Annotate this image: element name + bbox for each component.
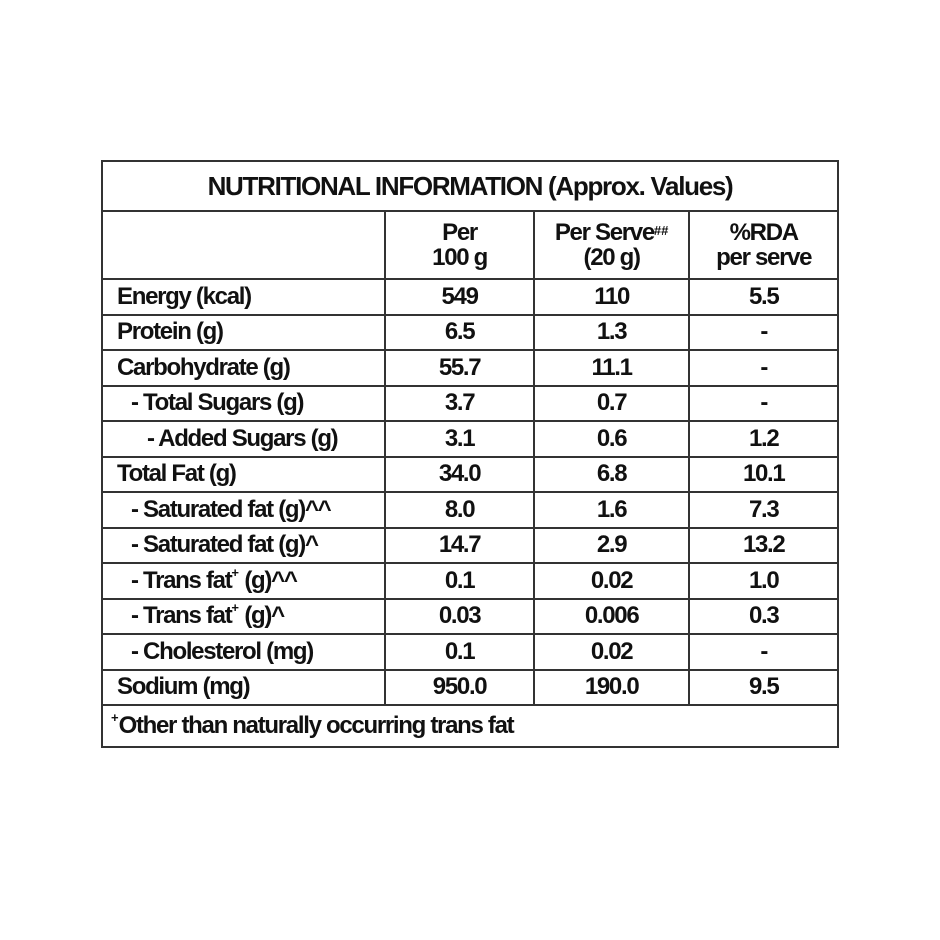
table-title: NUTRITIONAL INFORMATION (Approx. Values) — [101, 160, 839, 212]
table-row: Carbohydrate (g) 55.7 11.1- — [100, 349, 839, 387]
rda-value: 5.5 — [688, 278, 839, 316]
per-100g-value: 0.03 — [384, 597, 535, 635]
header-per-100g: Per 100 g — [384, 210, 535, 280]
table-row: Protein (g) 6.5 1.3- — [100, 313, 839, 351]
per-100g-value: 34.0 — [384, 455, 535, 493]
table-row: - Saturated fat (g)^^ 8.0 1.6 7.3 — [100, 491, 839, 529]
per-100g-value: 549 — [384, 278, 535, 316]
table-row: Energy (kcal) 549 110 5.5 — [100, 278, 839, 316]
per-serve-value: 6.8 — [532, 455, 691, 493]
nutrient-label: - Saturated fat (g)^ — [100, 526, 387, 564]
table-row: - Cholesterol (mg) 0.1 0.02- — [100, 633, 839, 671]
header-rda: %RDA per serve — [688, 210, 839, 280]
per-100g-value: 3.7 — [384, 384, 535, 422]
nutrient-label: - Added Sugars (g) — [100, 420, 387, 458]
per-serve-value: 0.6 — [532, 420, 691, 458]
per-serve-value: 2.9 — [532, 526, 691, 564]
per-serve-value: 110 — [532, 278, 691, 316]
rda-value: - — [688, 384, 839, 422]
table-row: - Saturated fat (g)^ 14.7 2.9 13.2 — [100, 526, 839, 564]
header-row: Per 100 g Per Serve## (20 g) %RDA per serve — [100, 210, 839, 280]
per-serve-value: 0.006 — [532, 597, 691, 635]
rda-value: 7.3 — [688, 491, 839, 529]
nutrition-table: NUTRITIONAL INFORMATION (Approx. Values)… — [100, 160, 839, 748]
table-row: - Added Sugars (g) 3.1 0.6 1.2 — [100, 420, 839, 458]
rda-value: 1.2 — [688, 420, 839, 458]
table-row: Sodium (mg) 950.0 190.0 9.5 — [100, 668, 839, 706]
nutrient-label: Carbohydrate (g) — [100, 349, 387, 387]
nutrient-label: Sodium (mg) — [100, 668, 387, 706]
per-serve-value: 190.0 — [532, 668, 691, 706]
nutrient-label: Total Fat (g) — [100, 455, 387, 493]
table-row: - Trans fat+ (g)^^ 0.1 0.02 1.0 — [100, 562, 839, 600]
per-serve-value: 1.3 — [532, 313, 691, 351]
rda-value: 10.1 — [688, 455, 839, 493]
table-row: Total Fat (g) 34.0 6.8 10.1 — [100, 455, 839, 493]
rda-value: 9.5 — [688, 668, 839, 706]
per-100g-value: 0.1 — [384, 633, 535, 671]
per-100g-value: 55.7 — [384, 349, 535, 387]
table-row: - Trans fat+ (g)^ 0.03 0.006 0.3 — [100, 597, 839, 635]
nutrient-label: - Saturated fat (g)^^ — [100, 491, 387, 529]
per-100g-value: 8.0 — [384, 491, 535, 529]
header-per-serve: Per Serve## (20 g) — [532, 210, 691, 280]
header-nutrient — [100, 210, 387, 280]
nutrient-label: Energy (kcal) — [100, 278, 387, 316]
rda-value: 13.2 — [688, 526, 839, 564]
footnote: +Other than naturally occurring trans fa… — [101, 704, 839, 748]
per-100g-value: 3.1 — [384, 420, 535, 458]
per-100g-value: 6.5 — [384, 313, 535, 351]
rda-value: 0.3 — [688, 597, 839, 635]
per-100g-value: 14.7 — [384, 526, 535, 564]
per-serve-value: 1.6 — [532, 491, 691, 529]
rda-value: 1.0 — [688, 562, 839, 600]
per-serve-value: 0.02 — [532, 562, 691, 600]
table-row: - Total Sugars (g) 3.7 0.7- — [100, 384, 839, 422]
per-100g-value: 0.1 — [384, 562, 535, 600]
nutrient-label: - Trans fat+ (g)^ — [100, 597, 387, 635]
per-100g-value: 950.0 — [384, 668, 535, 706]
rda-value: - — [688, 633, 839, 671]
nutrient-label: Protein (g) — [100, 313, 387, 351]
nutrient-label: - Cholesterol (mg) — [100, 633, 387, 671]
per-serve-value: 0.7 — [532, 384, 691, 422]
rda-value: - — [688, 313, 839, 351]
per-serve-value: 0.02 — [532, 633, 691, 671]
nutrient-label: - Trans fat+ (g)^^ — [100, 562, 387, 600]
rda-value: - — [688, 349, 839, 387]
nutrient-label: - Total Sugars (g) — [100, 384, 387, 422]
per-serve-value: 11.1 — [532, 349, 691, 387]
